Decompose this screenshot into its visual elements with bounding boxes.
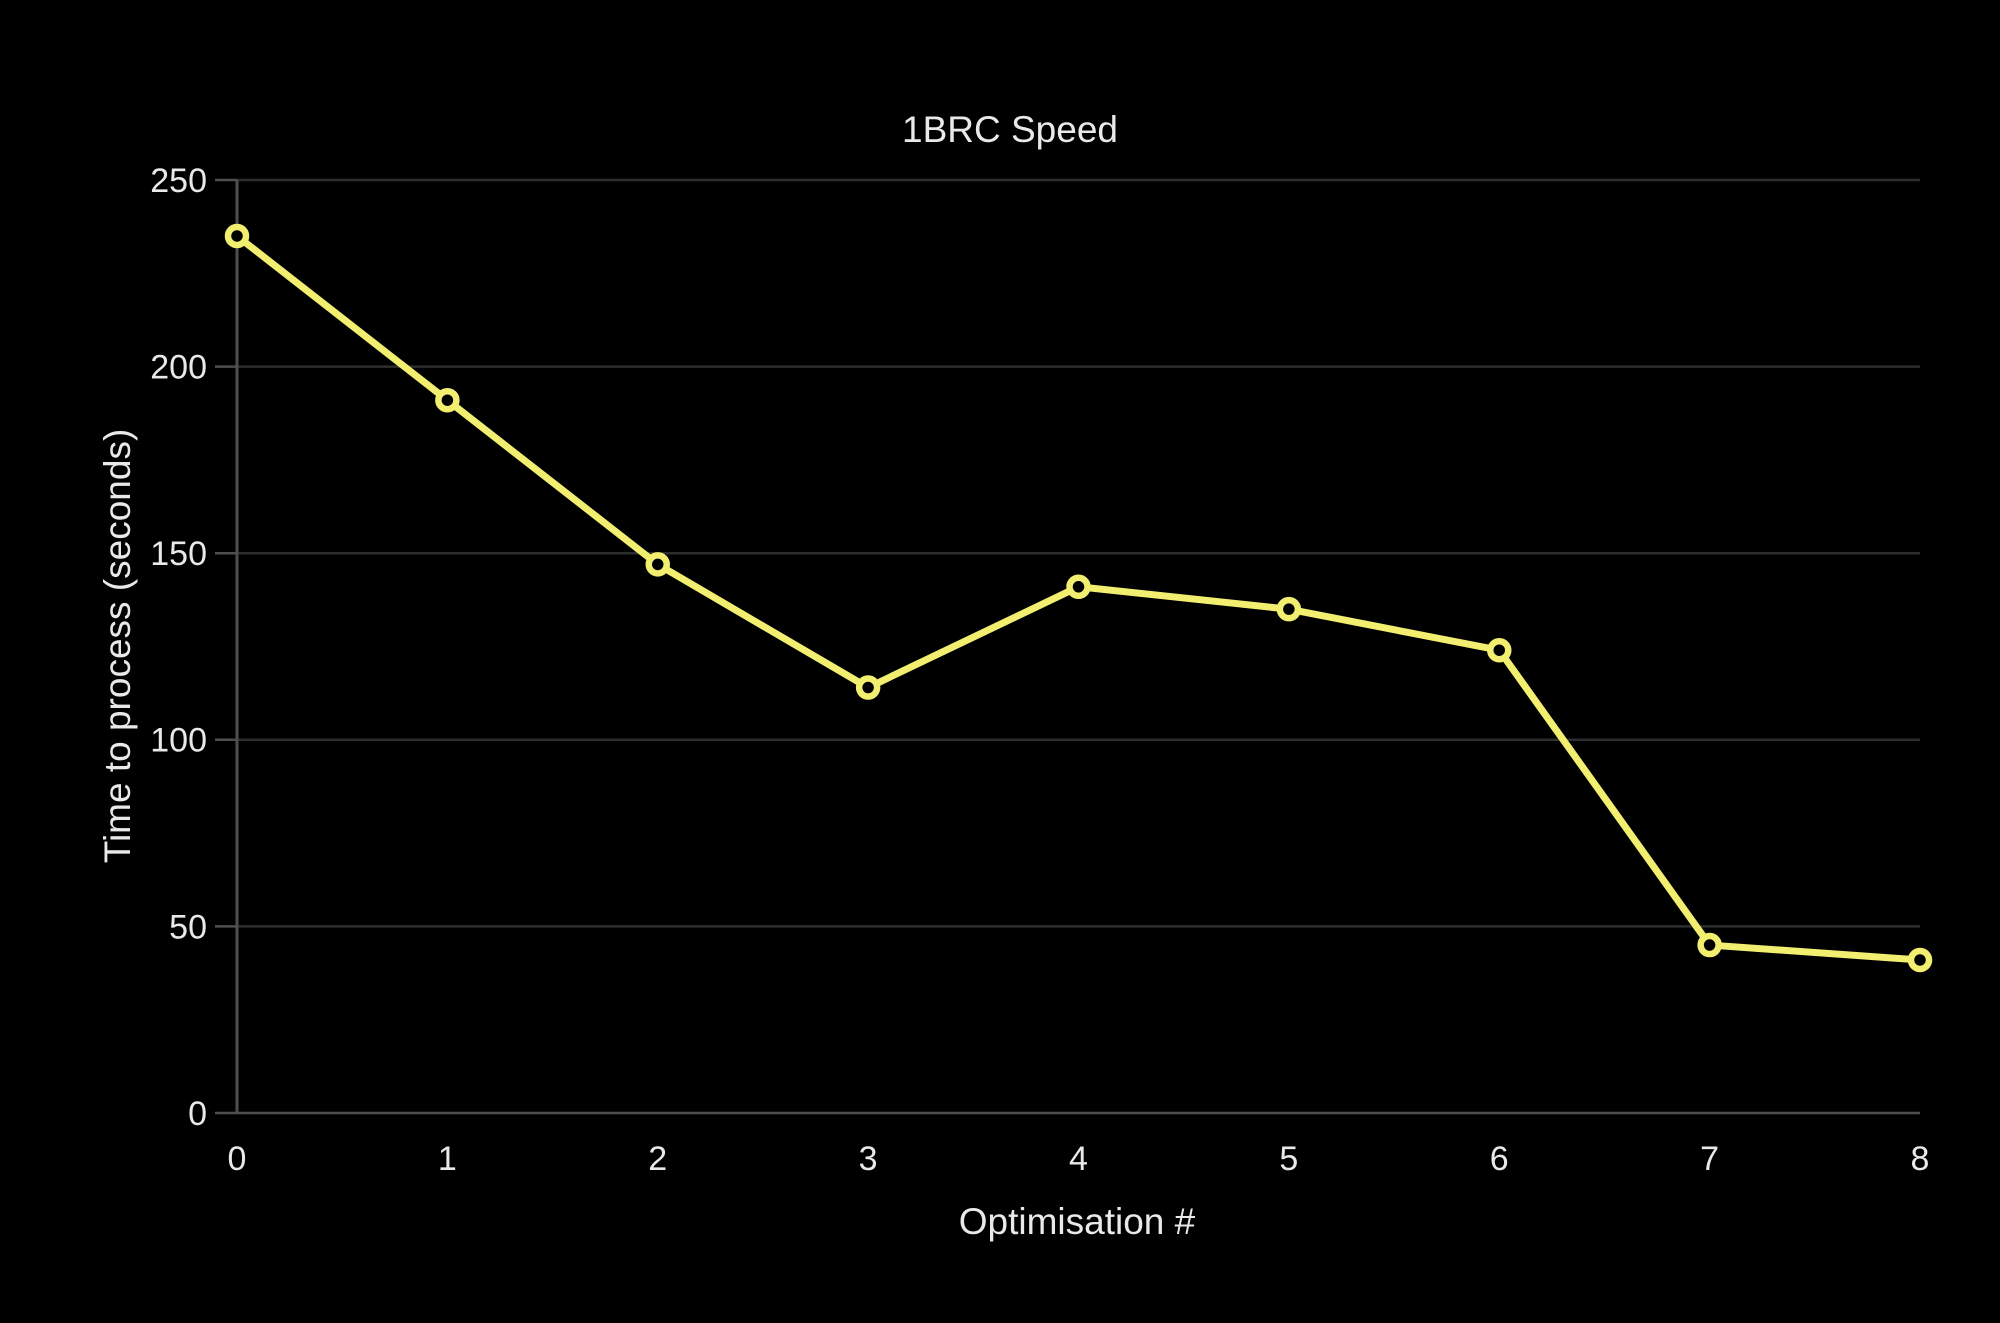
x-tick-label: 6 [1490,1140,1509,1178]
data-point-marker [855,675,881,700]
x-tick-label: 8 [1911,1140,1930,1178]
y-tick-label: 100 [150,722,207,760]
data-point-marker [1276,596,1302,622]
x-tick-label: 5 [1279,1140,1298,1178]
data-point-marker [1487,637,1512,663]
x-tick-label: 3 [859,1140,878,1178]
y-tick-label: 250 [150,162,207,200]
chart-title: 1BRC Speed [902,109,1118,150]
y-tick-label: 50 [169,908,207,946]
x-tick-label: 7 [1700,1140,1719,1178]
y-tick-label: 150 [150,535,207,573]
x-tick-label: 4 [1069,1140,1088,1178]
x-tick-label: 0 [228,1140,247,1178]
x-tick-label: 2 [648,1140,667,1178]
x-tick-label: 1 [438,1140,457,1178]
data-point-marker [1697,932,1722,958]
data-point-marker [435,387,460,413]
data-point-marker [1066,574,1091,600]
data-point-marker [224,223,250,249]
data-point-marker [645,552,670,577]
y-tick-label: 0 [188,1095,207,1133]
y-tick-label: 200 [150,349,207,387]
data-point-marker [1907,947,1933,973]
x-axis-title: Optimisation # [958,1201,1196,1242]
